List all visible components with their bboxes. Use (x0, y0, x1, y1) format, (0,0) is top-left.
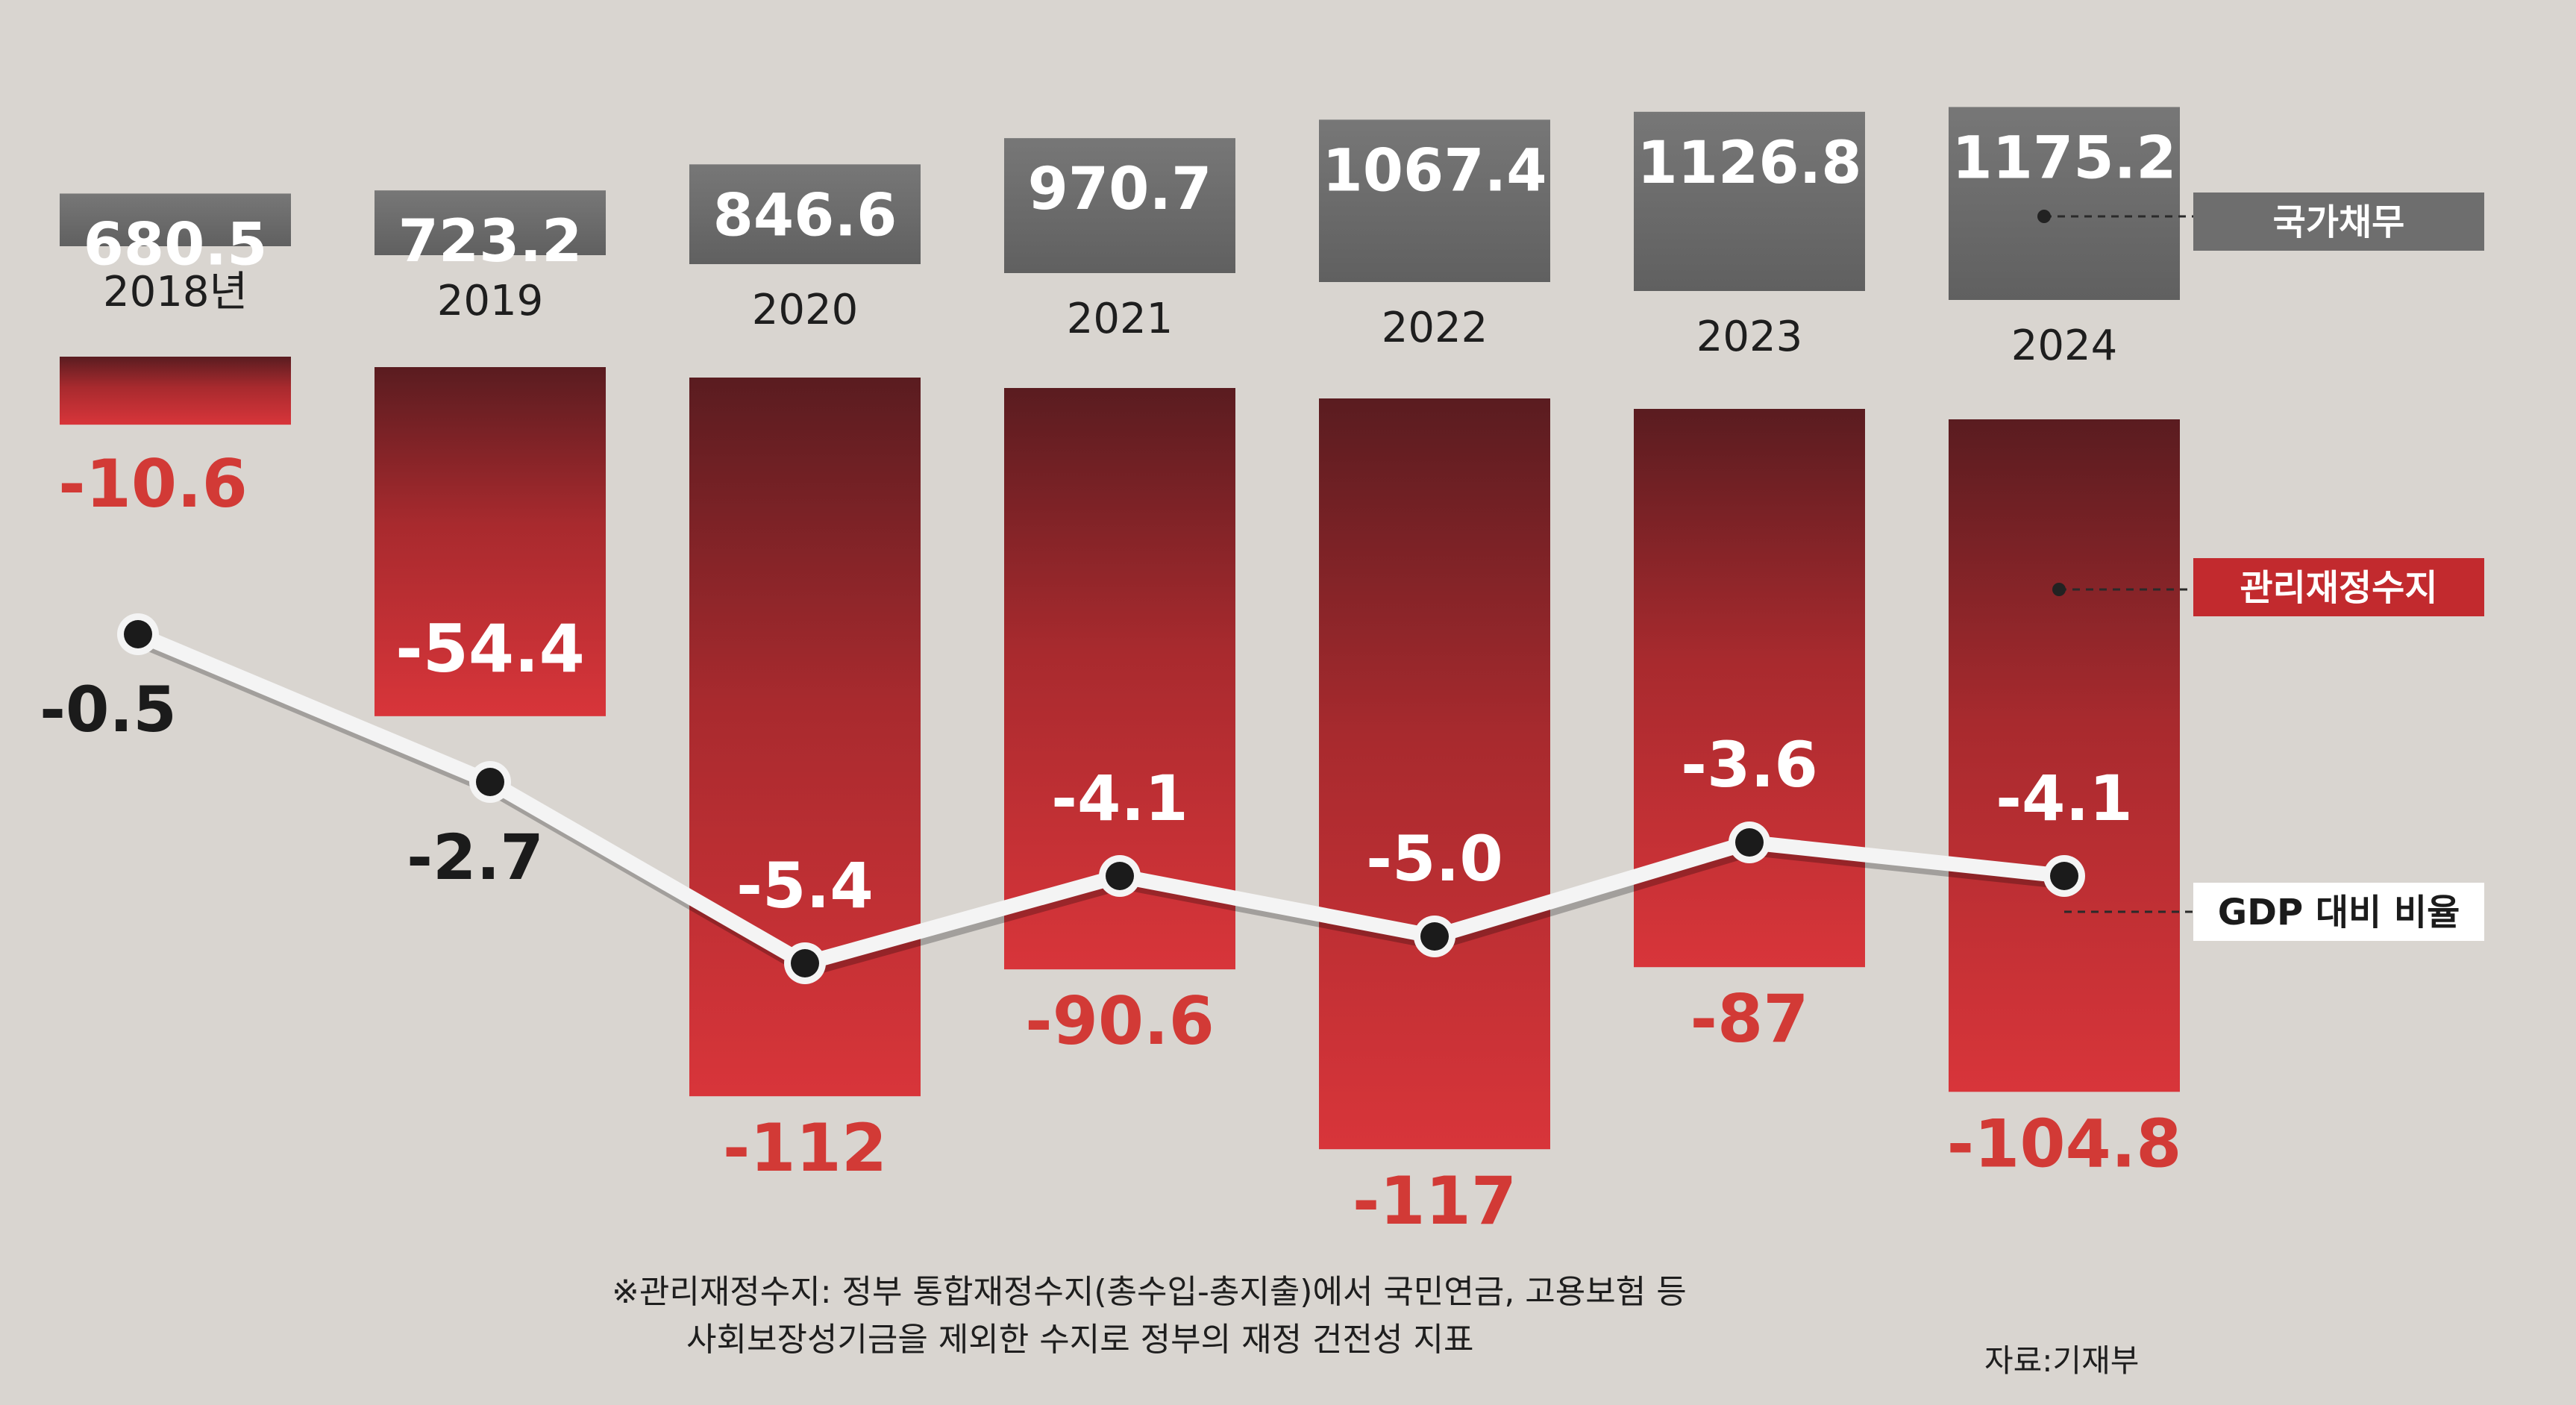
ratio-value-label: -4.1 (1051, 762, 1188, 835)
year-label-0: 2018년 (103, 268, 248, 316)
year-label-4: 2022 (1382, 304, 1488, 352)
debt-box-2022 (1319, 119, 1550, 282)
debt-layer: 680.5 723.2 846.6 970.7 1067.4 1126.8 1175.2 (60, 107, 2180, 300)
legend-dot-0 (2037, 210, 2051, 223)
balance-value-label: -10.6 (58, 445, 248, 522)
debt-box-2018년 (60, 193, 291, 246)
ratio-point-2021 (1106, 862, 1134, 890)
balance-bar-2018년 (60, 357, 291, 425)
legend-box-2 (2193, 883, 2484, 941)
balance-value-label: -112 (723, 1110, 887, 1186)
footnote-line-2: 사회보장성기금을 제외한 수지로 정부의 재정 건전성 지표 (686, 1321, 1474, 1359)
year-label-6: 2024 (2011, 322, 2118, 370)
year-label-2: 2020 (752, 286, 859, 334)
debt-value-label: 970.7 (1028, 156, 1212, 223)
ratio-value-label: -5.0 (1366, 822, 1503, 895)
source-note: 자료:기재부 (1984, 1342, 2140, 1379)
debt-value-label: 680.5 (84, 211, 268, 278)
debt-box-2020 (689, 164, 921, 264)
legend-box-0 (2193, 193, 2484, 251)
debt-value-label: 1126.8 (1638, 130, 1862, 197)
legend-label-1: 관리재정수지 (2240, 567, 2438, 609)
year-label-3: 2021 (1067, 295, 1173, 343)
ratio-point-2024 (2050, 862, 2078, 890)
balance-value-label: -104.8 (1947, 1105, 2182, 1182)
balance-bar-2022 (1319, 398, 1550, 1150)
ratio-value-label: -2.7 (407, 821, 544, 894)
balance-value-label: -117 (1353, 1163, 1517, 1239)
legend-label-2: GDP 대비 비율 (2218, 892, 2460, 933)
debt-value-label: 1067.4 (1323, 137, 1547, 204)
ratio-value-label: -4.1 (1996, 762, 2133, 835)
debt-box-2019 (375, 190, 606, 255)
year-label-1: 2019 (437, 277, 544, 325)
year-label-5: 2023 (1696, 313, 1803, 361)
balance-bar-2020 (689, 378, 921, 1097)
debt-value-label: 846.6 (713, 182, 897, 249)
legend-box-1 (2193, 558, 2484, 616)
balance-value-label: -87 (1690, 980, 1809, 1057)
debt-value-label: 723.2 (398, 208, 583, 275)
balance-value-label: -54.4 (395, 610, 585, 687)
ratio-point-2022 (1420, 922, 1449, 951)
debt-value-label: 1175.2 (1952, 125, 2177, 192)
legend-dot-1 (2052, 583, 2066, 596)
balance-bar-2024 (1949, 419, 2180, 1092)
year-layer: 2018년 2019 2020 2021 2022 2023 2024 (103, 268, 2117, 370)
debt-box-2021 (1004, 138, 1235, 273)
ratio-value-label: -0.5 (40, 673, 177, 746)
ratio-value-label: -3.6 (1681, 728, 1818, 801)
balance-bar-2019 (375, 367, 606, 716)
debt-box-2023 (1634, 111, 1865, 291)
balance-value-label: -90.6 (1025, 983, 1215, 1060)
ratio-point-2020 (791, 949, 819, 977)
ratio-point-2019 (476, 768, 504, 796)
ratio-point-2023 (1735, 828, 1764, 857)
ratio-line-layer: -0.5 -2.7 -5.4 -4.1 -5.0 -3.6 -4.1 (40, 613, 2133, 984)
footnote: ※관리재정수지: 정부 통합재정수지(총수입-총지출)에서 국민연금, 고용보험… (612, 1268, 2104, 1364)
footnote-line-1: ※관리재정수지: 정부 통합재정수지(총수입-총지출)에서 국민연금, 고용보험… (612, 1273, 1687, 1311)
ratio-value-label: -5.4 (736, 849, 874, 922)
balance-bar-2023 (1634, 409, 1865, 968)
legend-label-0: 국가채무 (2273, 201, 2405, 243)
debt-box-2024 (1949, 107, 2180, 300)
ratio-point-2018년 (124, 620, 152, 648)
